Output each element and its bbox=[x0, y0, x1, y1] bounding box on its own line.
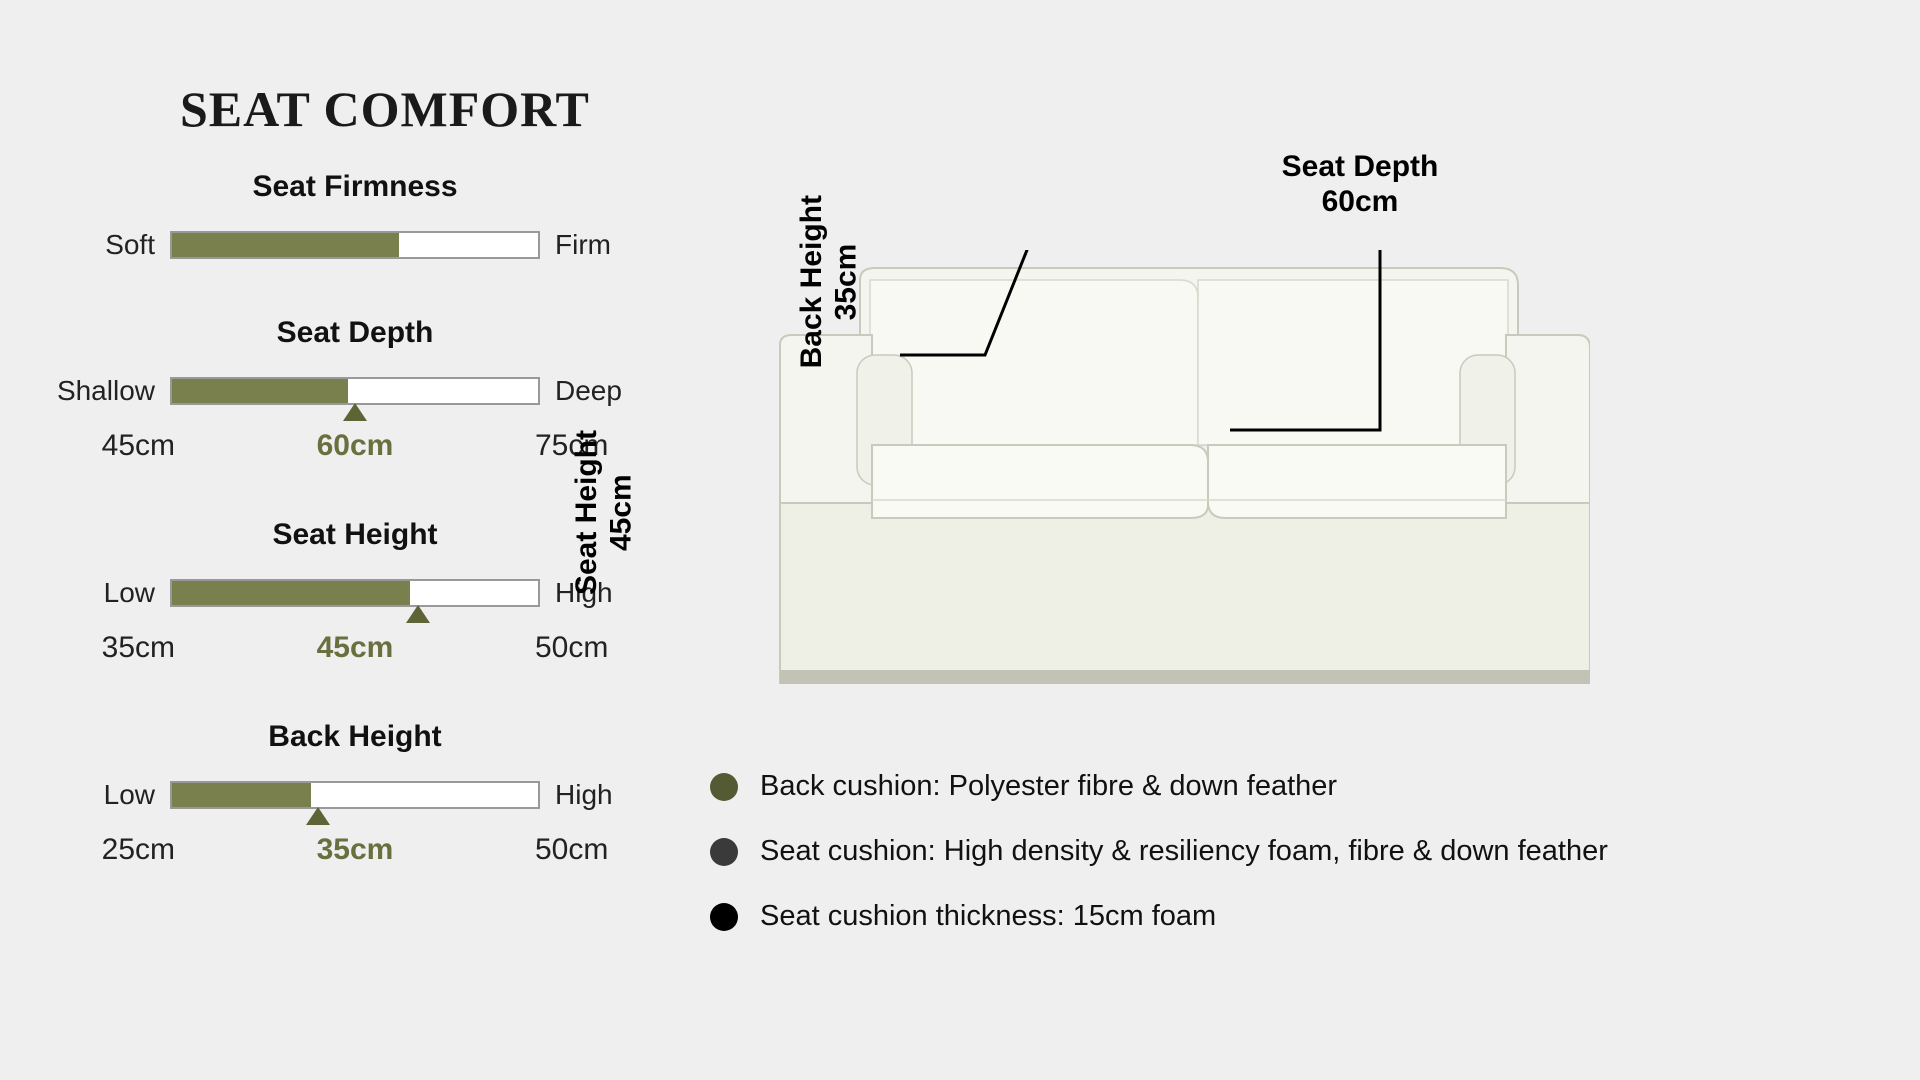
legend-text: Seat cushion: High density & resiliency … bbox=[760, 835, 1608, 868]
legend: Back cushion: Polyester fibre & down fea… bbox=[710, 770, 1608, 965]
slider-bar bbox=[170, 781, 540, 809]
legend-text: Back cushion: Polyester fibre & down fea… bbox=[760, 770, 1337, 803]
legend-item: Seat cushion: High density & resiliency … bbox=[710, 835, 1608, 868]
slider-fill bbox=[172, 233, 399, 257]
bullet-icon bbox=[710, 773, 738, 801]
slider-bar bbox=[170, 231, 540, 259]
slider-track bbox=[170, 579, 540, 607]
slider-value: 35cm bbox=[175, 833, 535, 867]
slider-min: 25cm bbox=[55, 833, 175, 867]
slider-fill bbox=[172, 783, 311, 807]
dim-value: 60cm bbox=[1250, 185, 1470, 220]
slider-seat-firmness: Seat Firmness Soft Firm bbox=[55, 170, 655, 261]
dim-label: Seat Height bbox=[570, 430, 605, 595]
sliders-panel: Seat Firmness Soft Firm Seat Depth Shall… bbox=[55, 170, 655, 922]
slider-title: Seat Firmness bbox=[55, 170, 655, 204]
slider-title: Back Height bbox=[55, 720, 655, 754]
sofa-icon bbox=[760, 250, 1590, 720]
slider-max: 50cm bbox=[535, 631, 655, 665]
slider-left-label: Low bbox=[55, 779, 155, 811]
legend-item: Seat cushion thickness: 15cm foam bbox=[710, 900, 1608, 933]
slider-value: 60cm bbox=[175, 429, 535, 463]
slider-back-height: Back Height Low High 25cm 35cm 50cm bbox=[55, 720, 655, 867]
slider-max: 50cm bbox=[535, 833, 655, 867]
dim-seat-depth: Seat Depth 60cm bbox=[1250, 150, 1470, 219]
dim-label: Seat Depth bbox=[1250, 150, 1470, 185]
slider-right-label: Deep bbox=[555, 375, 655, 407]
slider-seat-height: Seat Height Low High 35cm 45cm 50cm bbox=[55, 518, 655, 665]
slider-track bbox=[170, 781, 540, 809]
slider-fill bbox=[172, 379, 348, 403]
dim-label: Back Height bbox=[795, 195, 830, 368]
legend-item: Back cushion: Polyester fibre & down fea… bbox=[710, 770, 1608, 803]
dim-value: 35cm bbox=[830, 195, 865, 368]
page-title: SEAT COMFORT bbox=[180, 80, 590, 138]
slider-left-label: Shallow bbox=[55, 375, 155, 407]
slider-right-label: High bbox=[555, 779, 655, 811]
slider-bar bbox=[170, 579, 540, 607]
slider-right-label: Firm bbox=[555, 229, 655, 261]
slider-left-label: Low bbox=[55, 577, 155, 609]
slider-track bbox=[170, 377, 540, 405]
dim-back-height: Back Height 35cm bbox=[795, 195, 864, 368]
slider-value: 45cm bbox=[175, 631, 535, 665]
legend-text: Seat cushion thickness: 15cm foam bbox=[760, 900, 1216, 933]
triangle-marker-icon bbox=[306, 807, 330, 825]
slider-track bbox=[170, 231, 540, 259]
triangle-marker-icon bbox=[343, 403, 367, 421]
slider-bar bbox=[170, 377, 540, 405]
slider-left-label: Soft bbox=[55, 229, 155, 261]
slider-title: Seat Height bbox=[55, 518, 655, 552]
bullet-icon bbox=[710, 903, 738, 931]
dim-value: 45cm bbox=[605, 430, 640, 595]
slider-fill bbox=[172, 581, 410, 605]
sofa-diagram: Seat Depth 60cm Back Height 35cm Seat He… bbox=[760, 250, 1590, 710]
slider-title: Seat Depth bbox=[55, 316, 655, 350]
slider-min: 35cm bbox=[55, 631, 175, 665]
slider-min: 45cm bbox=[55, 429, 175, 463]
slider-seat-depth: Seat Depth Shallow Deep 45cm 60cm 75cm bbox=[55, 316, 655, 463]
bullet-icon bbox=[710, 838, 738, 866]
triangle-marker-icon bbox=[406, 605, 430, 623]
dim-seat-height: Seat Height 45cm bbox=[570, 430, 639, 595]
